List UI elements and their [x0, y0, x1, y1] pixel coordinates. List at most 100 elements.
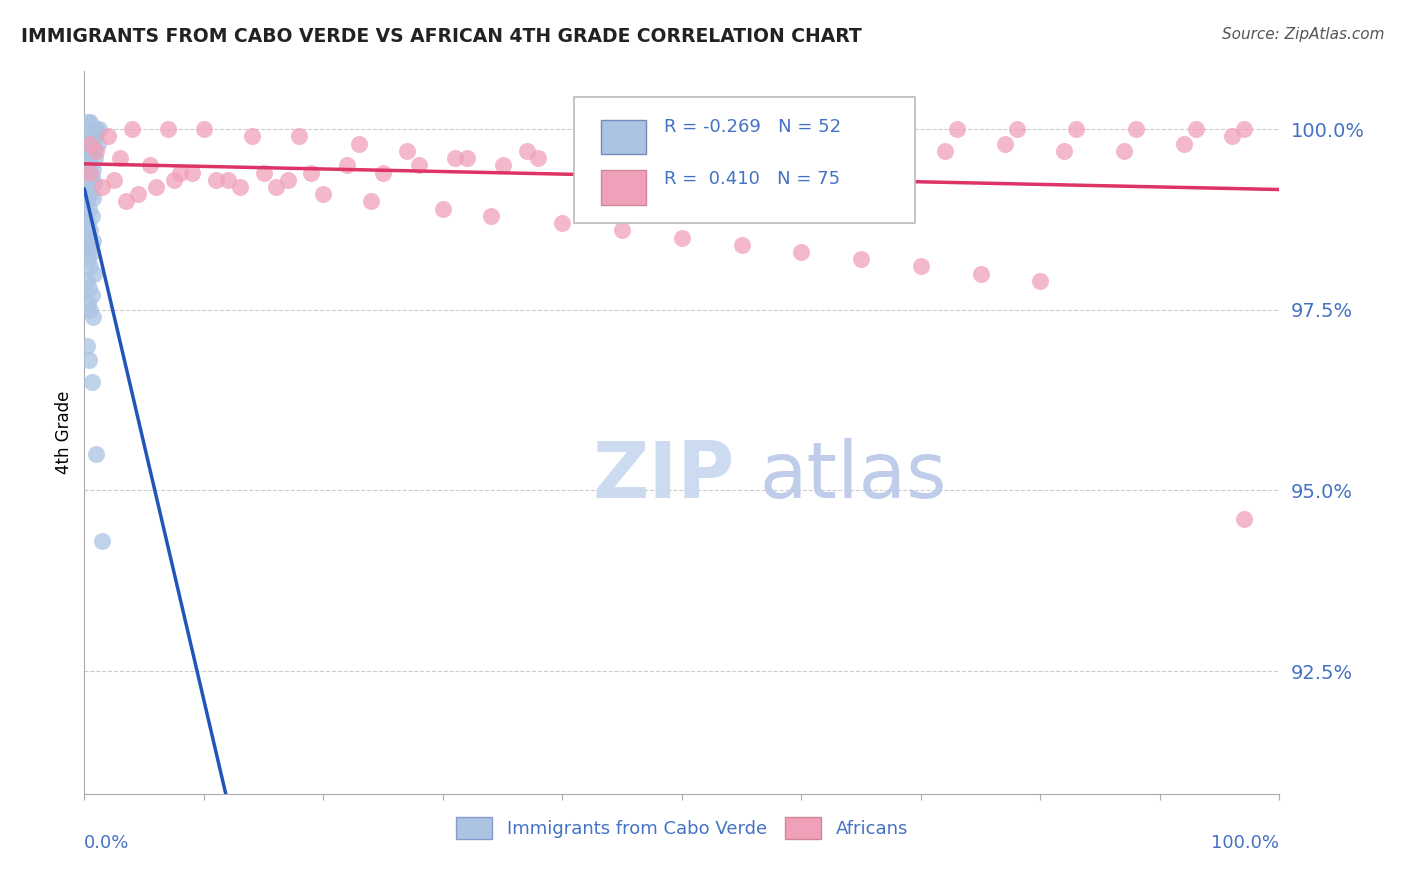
Point [84, 129, 107, 144]
Point [612, 223, 634, 237]
Point [718, 136, 741, 151]
Bar [600, 120, 647, 154]
Point [1114, 144, 1136, 158]
Point [77, 241, 100, 255]
Point [121, 122, 143, 136]
Point [755, 144, 778, 158]
Point [163, 173, 186, 187]
Point [456, 151, 478, 165]
Text: Source: ZipAtlas.com: Source: ZipAtlas.com [1222, 27, 1385, 42]
Point [79, 140, 101, 154]
Point [76, 136, 98, 151]
Point [76, 339, 98, 353]
Point [127, 187, 149, 202]
Point [946, 122, 969, 136]
Point [77, 115, 100, 129]
Point [408, 158, 430, 172]
Point [84, 151, 107, 165]
Point [814, 136, 837, 151]
Point [551, 216, 574, 230]
Point [934, 144, 956, 158]
Text: 0.0%: 0.0% [84, 834, 129, 852]
Point [83, 144, 105, 158]
Point [527, 151, 550, 165]
Point [76, 237, 98, 252]
Point [217, 173, 239, 187]
Point [77, 136, 100, 151]
Point [277, 173, 299, 187]
Point [82, 191, 104, 205]
Point [336, 158, 359, 172]
Point [671, 230, 693, 244]
Point [77, 165, 100, 179]
Point [79, 302, 101, 317]
Point [373, 165, 395, 179]
Point [80, 169, 103, 183]
Point [83, 122, 105, 136]
Point [103, 173, 125, 187]
Point [80, 375, 103, 389]
Point [240, 129, 263, 144]
Point [1185, 122, 1208, 136]
Point [77, 129, 100, 144]
Text: R =  0.410   N = 75: R = 0.410 N = 75 [664, 169, 841, 188]
Point [970, 267, 993, 281]
Point [1233, 512, 1256, 526]
Point [479, 209, 502, 223]
Point [139, 158, 162, 172]
Point [79, 165, 101, 179]
Point [588, 136, 610, 151]
Point [1233, 122, 1256, 136]
Point [1125, 122, 1147, 136]
Point [79, 187, 101, 202]
Point [82, 161, 104, 176]
Point [575, 144, 598, 158]
Point [205, 173, 228, 187]
Point [80, 288, 103, 302]
Point [79, 260, 101, 274]
Point [994, 136, 1017, 151]
Point [253, 165, 276, 179]
Point [79, 158, 101, 172]
Point [77, 144, 100, 158]
Point [145, 180, 167, 194]
Point [82, 136, 104, 151]
Point [432, 202, 454, 216]
Point [288, 129, 311, 144]
Text: 100.0%: 100.0% [1212, 834, 1279, 852]
Text: atlas: atlas [759, 438, 948, 514]
Point [396, 144, 419, 158]
Point [1053, 144, 1076, 158]
Point [91, 180, 114, 194]
Point [1029, 274, 1052, 288]
Point [169, 165, 191, 179]
Point [79, 115, 101, 129]
Point [82, 310, 104, 324]
Point [86, 136, 108, 151]
Point [910, 260, 932, 274]
Text: IMMIGRANTS FROM CABO VERDE VS AFRICAN 4TH GRADE CORRELATION CHART: IMMIGRANTS FROM CABO VERDE VS AFRICAN 4T… [21, 27, 862, 45]
Text: ZIP: ZIP [592, 438, 734, 514]
Point [766, 129, 789, 144]
Point [77, 140, 100, 154]
Point [671, 144, 693, 158]
Point [83, 177, 105, 191]
Bar [600, 170, 647, 204]
Point [79, 223, 101, 237]
Point [77, 252, 100, 267]
Point [851, 252, 873, 267]
Point [91, 534, 114, 549]
Point [647, 144, 669, 158]
Point [76, 154, 98, 169]
Point [77, 184, 100, 198]
Point [1005, 122, 1028, 136]
Point [77, 202, 100, 216]
Point [516, 144, 538, 158]
Point [76, 274, 98, 288]
Point [86, 144, 108, 158]
Point [229, 180, 252, 194]
Point [86, 447, 108, 461]
Point [707, 136, 730, 151]
Point [77, 353, 100, 368]
Y-axis label: 4th Grade: 4th Grade [55, 391, 73, 475]
